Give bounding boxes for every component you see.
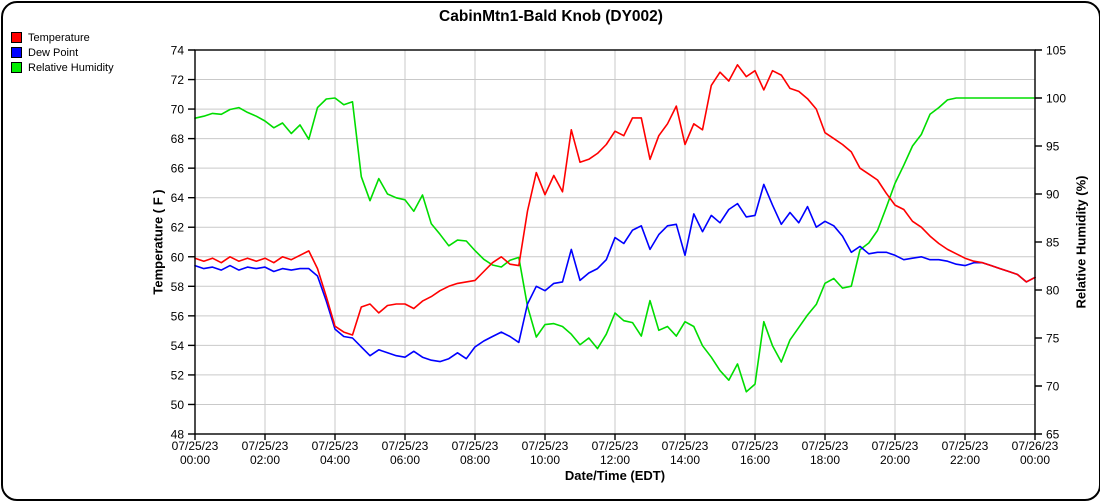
x-axis-tick-time: 06:00 [390,453,420,467]
legend-item: Dew Point [11,45,114,60]
right-axis-tick-label: 105 [1046,44,1066,58]
x-axis-tick-date: 07/25/23 [732,439,779,453]
x-axis-tick-time: 14:00 [670,453,700,467]
chart-canvas: 48 50 52 54 56 58 60 62 64 66 68 70 72 74 65 70 75 80 85 90… [171,44,1067,468]
x-axis-tick-time: 04:00 [320,453,350,467]
x-axis-tick-time: 22:00 [950,453,980,467]
legend-label: Relative Humidity [28,61,114,74]
x-axis-tick-time: 00:00 [180,453,210,467]
x-axis-tick-date: 07/25/23 [382,439,429,453]
left-axis-tick-label: 52 [171,368,185,382]
left-axis-tick-label: 60 [171,250,185,264]
x-axis-tick-time: 08:00 [460,453,490,467]
x-axis-tick-date: 07/25/23 [452,439,499,453]
legend-item: Temperature [11,30,114,45]
x-axis-tick-date: 07/26/23 [1012,439,1059,453]
right-axis-tick-label: 90 [1046,188,1060,202]
legend: Temperature Dew Point Relative Humidity [11,30,114,75]
left-axis-tick-label: 58 [171,280,185,294]
legend-swatch-temperature [11,32,22,43]
temperature-line [194,63,1036,336]
left-axis-tick-label: 50 [171,398,185,412]
x-axis-tick-time: 00:00 [1020,453,1050,467]
x-axis-tick-time: 02:00 [250,453,280,467]
right-axis-tick-label: 70 [1046,380,1060,394]
left-axis-tick-label: 72 [171,73,185,87]
legend-swatch-dew-point [11,47,22,58]
left-axis-tick-label: 68 [171,132,185,146]
left-axis-tick-label: 56 [171,309,185,323]
x-axis-tick-time: 16:00 [740,453,770,467]
x-axis-tick-date: 07/25/23 [802,439,849,453]
left-axis-tick-label: 54 [171,339,185,353]
right-axis-tick-label: 85 [1046,236,1060,250]
left-axis-tick-label: 66 [171,162,185,176]
right-axis-tick-label: 65 [1046,428,1060,442]
x-axis-tick-date: 07/25/23 [172,439,219,453]
left-axis-tick-label: 48 [171,428,185,442]
x-axis-tick-date: 07/25/23 [942,439,989,453]
right-axis-tick-label: 80 [1046,284,1060,298]
x-axis-tick-time: 10:00 [530,453,560,467]
legend-swatch-relative-humidity [11,62,22,73]
x-axis-tick-time: 18:00 [810,453,840,467]
legend-item: Relative Humidity [11,60,114,75]
legend-label: Dew Point [28,46,79,59]
x-axis-title: Date/Time (EDT) [564,468,666,483]
x-axis-tick-date: 07/25/23 [242,439,289,453]
left-axis-tick-label: 64 [171,191,185,205]
legend-label: Temperature [28,31,90,44]
right-axis-tick-label: 100 [1046,92,1066,106]
x-axis-tick-date: 07/25/23 [662,439,709,453]
right-axis-tick-label: 95 [1046,140,1060,154]
left-axis-tick-label: 70 [171,103,185,117]
x-axis-tick-date: 07/25/23 [872,439,919,453]
dew-point-line [194,183,1036,363]
x-axis-tick-time: 20:00 [880,453,910,467]
relative-humidity-line [194,97,1036,393]
x-axis-tick-date: 07/25/23 [522,439,569,453]
x-axis-tick-date: 07/25/23 [592,439,639,453]
left-axis-tick-label: 74 [171,44,185,58]
chart-title: CabinMtn1-Bald Knob (DY002) [439,8,663,25]
x-axis-tick-date: 07/25/23 [312,439,359,453]
x-axis-tick-time: 12:00 [600,453,630,467]
left-axis-tick-label: 62 [171,221,185,235]
right-axis-tick-label: 75 [1046,332,1060,346]
